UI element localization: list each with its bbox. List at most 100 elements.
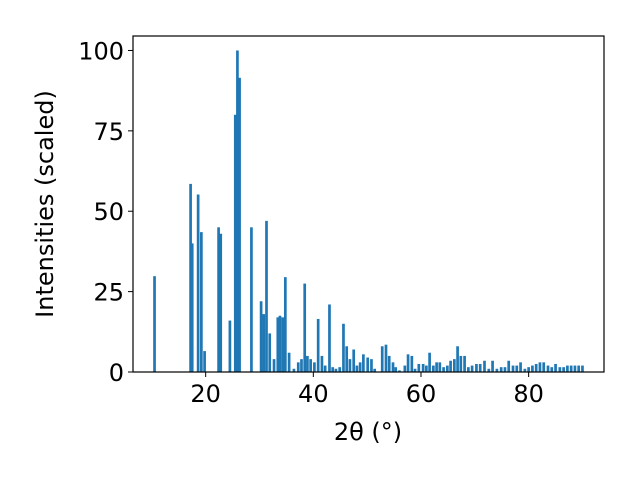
bar [300,359,303,372]
bar [442,367,445,372]
bar [358,362,362,372]
bar [370,359,373,372]
bar [391,362,395,372]
plot-frame [132,35,605,373]
bar [306,355,309,372]
x-tick-label: 80 [513,380,544,408]
bar [384,344,388,372]
bar [459,355,463,372]
bar [272,359,276,372]
bar [296,362,300,372]
bar [413,368,417,372]
bar [542,362,546,372]
bar [316,318,320,372]
bar [217,227,220,372]
bar [470,365,474,372]
bar [278,315,282,372]
bar [569,365,573,372]
bar [190,243,194,372]
bar [499,367,503,372]
bar [515,365,519,372]
bar [483,360,486,372]
bar [219,233,223,372]
bar [581,365,584,372]
bar [303,283,307,372]
bar [345,346,349,372]
bar [491,360,494,372]
bar [380,346,384,372]
x-tick-label: 20 [190,380,221,408]
bar [503,367,507,372]
bar [475,363,478,372]
bar [203,351,206,372]
bar [348,359,352,372]
bar [331,367,335,372]
bar [352,349,356,372]
bar [320,355,324,372]
bar [406,354,410,372]
y-tick-label: 50 [93,198,124,226]
bar [238,77,241,373]
bar [276,317,280,372]
bar [196,194,200,372]
bar [546,365,550,372]
bar [467,367,470,372]
bar [283,277,287,372]
bar [292,368,296,372]
y-axis-label: Intensities (scaled) [31,90,59,318]
bar [236,50,239,372]
bar [511,365,515,372]
bar [338,367,342,372]
bar [487,368,491,372]
bar [435,362,438,372]
bar [507,360,511,372]
bar [189,183,192,372]
bar [449,360,452,372]
bar [438,362,442,372]
bar [259,301,263,372]
bar [233,114,237,372]
bar [200,232,203,372]
bar [425,365,428,372]
bar [387,355,391,372]
bar [550,367,554,372]
bar [334,368,338,372]
bar [268,333,272,372]
x-tick-label: 60 [406,380,437,408]
bar [527,367,530,372]
y-tick-label: 100 [78,37,124,65]
bar [453,359,456,372]
bar [366,357,370,372]
bar [446,365,449,372]
bar [309,359,312,372]
bar [538,362,542,372]
bar [562,367,565,372]
bar [478,363,482,372]
bar [262,314,266,372]
bar [523,368,527,372]
bar [373,368,377,372]
x-ticks-group: 20 40 60 80 [190,372,544,408]
bar [456,346,459,372]
bar [342,323,345,372]
bar [577,365,581,372]
y-tick-label: 0 [109,359,124,387]
bar [265,220,268,372]
bar [398,370,401,372]
bar [228,320,232,372]
bar [554,363,557,372]
bar [519,362,522,372]
bar [531,365,534,372]
y-ticks-group: 0 25 50 75 100 [78,37,133,387]
bar [250,227,253,372]
bar [566,365,569,372]
bar [323,365,327,372]
bar [432,365,435,372]
bar [558,367,562,372]
bar [534,363,538,372]
bar [153,276,156,372]
bar [573,365,577,372]
bar [394,367,398,372]
bar [421,363,425,372]
